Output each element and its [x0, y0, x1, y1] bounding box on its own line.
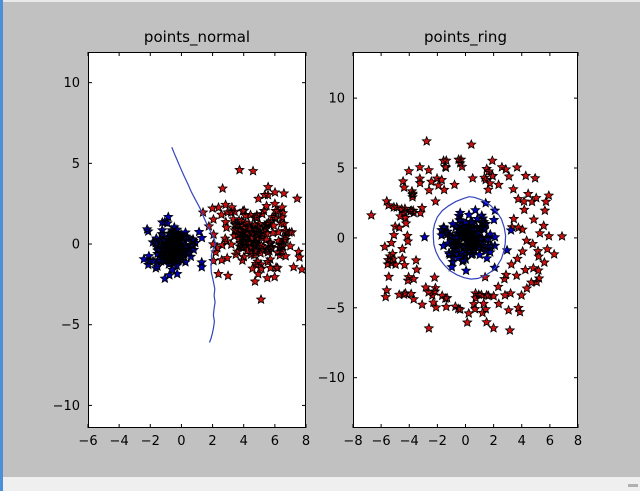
svg-text:0: 0 — [177, 434, 185, 449]
resize-handle — [628, 484, 638, 487]
window-bottom-strip — [0, 477, 640, 491]
svg-text:2: 2 — [208, 434, 216, 449]
svg-text:−5: −5 — [326, 301, 345, 316]
window-left-edge-strip — [0, 0, 3, 491]
svg-text:−10: −10 — [318, 371, 345, 386]
svg-text:0: 0 — [461, 434, 469, 449]
svg-text:8: 8 — [574, 434, 582, 449]
svg-text:2: 2 — [489, 434, 497, 449]
subplot-points-normal-canvas: −6 −4 −2 0 2 4 6 8 −10 −5 0 5 10 — [53, 52, 310, 449]
svg-text:6: 6 — [546, 434, 554, 449]
svg-text:−6: −6 — [78, 434, 97, 449]
svg-text:−5: −5 — [61, 318, 80, 333]
svg-text:−2: −2 — [428, 434, 447, 449]
svg-text:0: 0 — [72, 238, 80, 253]
svg-text:4: 4 — [240, 434, 248, 449]
svg-text:5: 5 — [72, 157, 80, 172]
subplot-title-points-ring: points_ring — [424, 28, 507, 46]
svg-text:−2: −2 — [141, 434, 160, 449]
svg-text:6: 6 — [271, 434, 279, 449]
window-top-strip — [0, 0, 640, 2]
svg-text:−8: −8 — [343, 434, 362, 449]
svg-text:10: 10 — [63, 76, 80, 91]
svg-text:10: 10 — [328, 92, 345, 107]
subplot-title-points-normal: points_normal — [143, 28, 251, 46]
svg-text:−4: −4 — [110, 434, 129, 449]
svg-text:−6: −6 — [372, 434, 391, 449]
svg-text:4: 4 — [518, 434, 526, 449]
svg-text:−10: −10 — [53, 399, 80, 414]
svg-text:8: 8 — [302, 434, 310, 449]
svg-text:5: 5 — [337, 162, 345, 177]
subplot-points-ring-canvas: −8 −6 −4 −2 0 2 4 6 8 −10 −5 0 5 10 — [318, 52, 582, 449]
svg-text:−4: −4 — [400, 434, 419, 449]
svg-text:0: 0 — [337, 231, 345, 246]
